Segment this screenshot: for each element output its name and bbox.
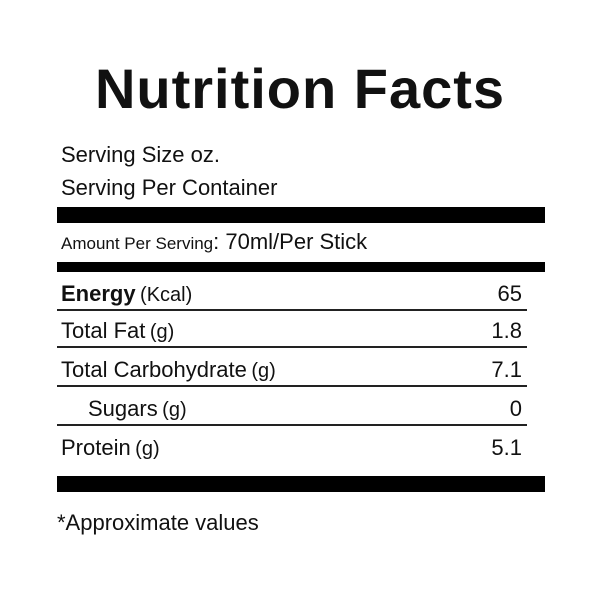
title: Nutrition Facts (94, 57, 506, 120)
nutrient-unit: (g) (251, 360, 276, 382)
amount-line: Amount Per Serving: 70ml/Per Stick (61, 229, 367, 255)
nutrient-name: Energy (61, 281, 136, 306)
row-rule (57, 346, 527, 348)
thick-bar (57, 262, 545, 272)
amount-value: : 70ml/Per Stick (213, 229, 368, 254)
row-label: Sugars (g) (88, 396, 187, 422)
row-label: Protein (g) (61, 435, 160, 461)
nutrient-value: 0 (509, 396, 522, 421)
amount-label: Amount Per Serving (61, 234, 214, 253)
nutrient-unit: (g) (135, 438, 160, 460)
nutrient-value: 7.1 (491, 357, 522, 382)
nutrient-value: 65 (497, 281, 522, 306)
serving-per-container: Serving Per Container (61, 175, 278, 200)
nutrient-name: Sugars (88, 396, 158, 421)
footnote: *Approximate values (57, 510, 259, 535)
nutrient-unit: (g) (162, 399, 187, 421)
row-rule (57, 424, 527, 426)
thick-bar (57, 207, 545, 223)
row-rule (57, 385, 527, 387)
nutrient-name: Protein (61, 435, 131, 460)
nutrient-name: Total Carbohydrate (61, 357, 247, 382)
row-rule (57, 309, 527, 311)
nutrient-value: 1.8 (491, 318, 522, 343)
nutrient-value: 5.1 (491, 435, 522, 460)
nutrient-unit: (g) (149, 321, 175, 343)
thick-bar (57, 476, 545, 492)
row-label: Total Fat (g) (61, 318, 174, 344)
serving-size: Serving Size oz. (61, 142, 220, 167)
row-label: Energy (Kcal) (61, 281, 192, 307)
nutrient-name: Total Fat (61, 318, 146, 343)
row-label: Total Carbohydrate (g) (61, 357, 276, 383)
nutrient-unit: (Kcal) (140, 284, 193, 306)
